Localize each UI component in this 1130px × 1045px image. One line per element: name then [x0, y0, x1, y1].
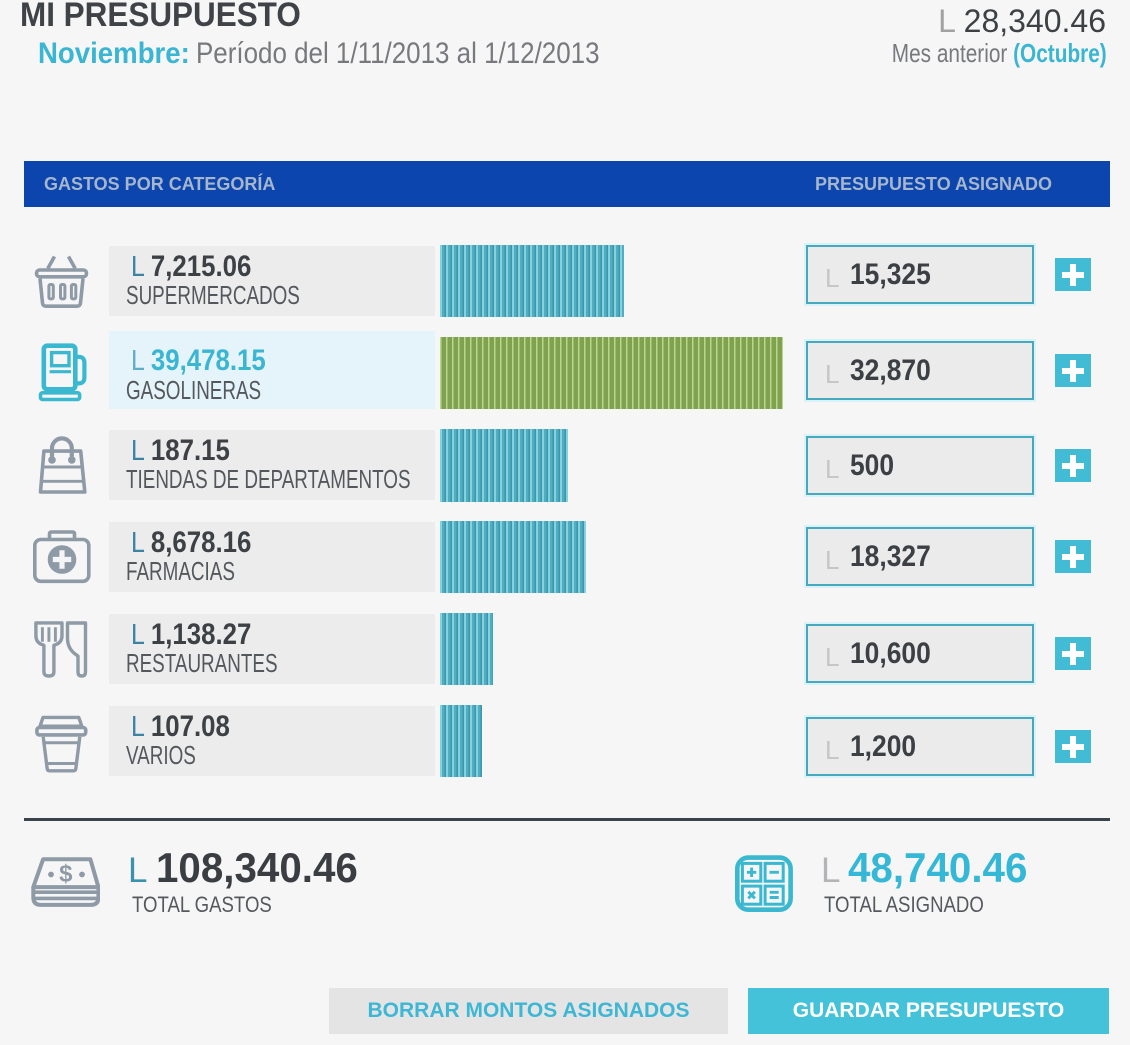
svg-text:$: $ [59, 861, 73, 888]
